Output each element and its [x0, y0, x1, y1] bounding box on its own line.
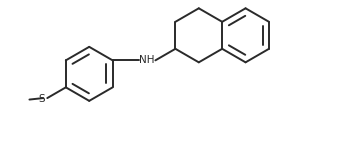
Text: NH: NH — [139, 55, 155, 65]
Text: S: S — [38, 94, 44, 104]
